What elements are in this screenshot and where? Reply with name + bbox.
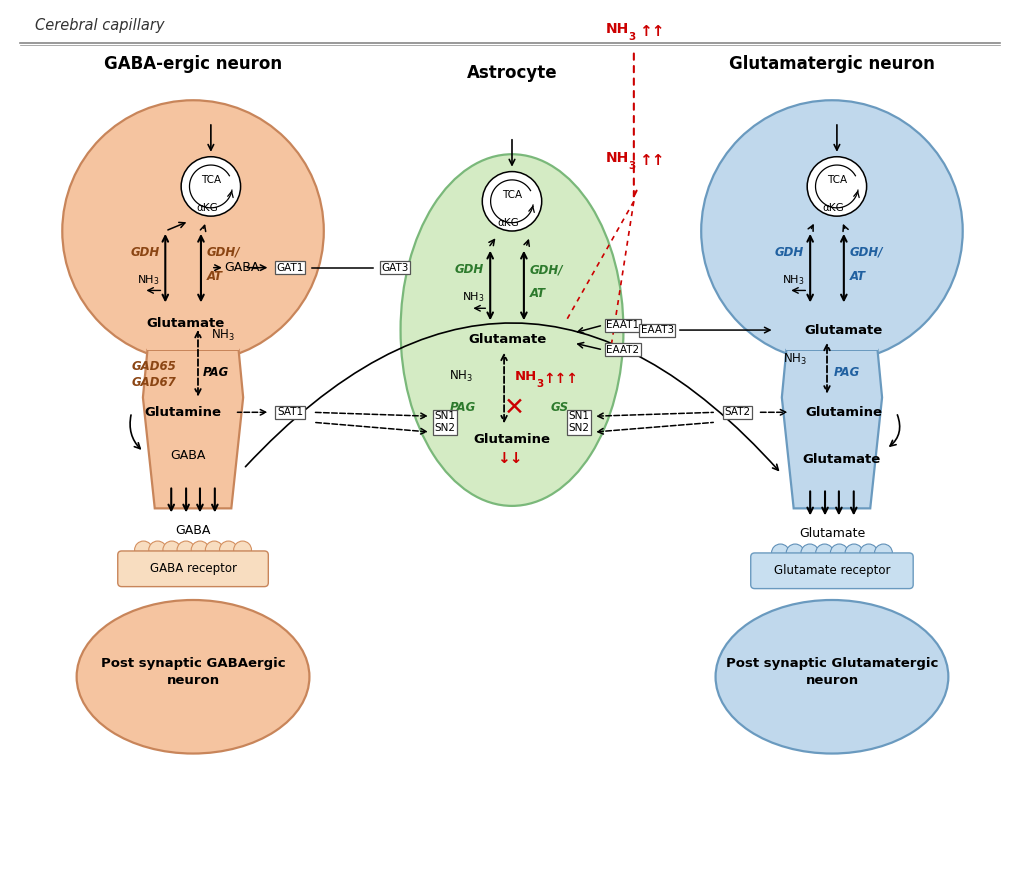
Circle shape <box>845 544 863 562</box>
Text: TCA: TCA <box>201 176 221 186</box>
Circle shape <box>134 541 153 559</box>
Text: TCA: TCA <box>826 176 847 186</box>
Text: Glutamate: Glutamate <box>805 324 883 337</box>
Text: 3: 3 <box>628 32 635 42</box>
Text: PAG: PAG <box>834 366 860 379</box>
Text: NH$_3$: NH$_3$ <box>462 291 484 304</box>
Text: Glutamate receptor: Glutamate receptor <box>774 564 890 577</box>
Text: Glutamate: Glutamate <box>799 527 865 539</box>
Ellipse shape <box>716 600 948 753</box>
Text: ↑↑↑: ↑↑↑ <box>544 371 579 385</box>
Circle shape <box>233 541 252 559</box>
Circle shape <box>786 544 804 562</box>
Circle shape <box>206 541 223 559</box>
Text: GDH: GDH <box>130 246 160 259</box>
Text: GAT1: GAT1 <box>276 263 304 272</box>
Text: αKG: αKG <box>498 218 519 228</box>
Ellipse shape <box>77 600 309 753</box>
Text: Post synaptic Glutamatergic
neuron: Post synaptic Glutamatergic neuron <box>726 657 938 687</box>
Polygon shape <box>782 350 882 508</box>
Text: Glutamatergic neuron: Glutamatergic neuron <box>729 55 935 72</box>
Text: SN1
SN2: SN1 SN2 <box>569 411 590 433</box>
Text: NH$_3$: NH$_3$ <box>783 352 807 367</box>
Polygon shape <box>786 345 878 350</box>
Text: ✕: ✕ <box>504 395 524 419</box>
Text: SN1
SN2: SN1 SN2 <box>434 411 455 433</box>
Text: PAG: PAG <box>450 400 475 414</box>
Text: SAT2: SAT2 <box>725 408 751 417</box>
Circle shape <box>482 171 542 231</box>
Text: NH$_3$: NH$_3$ <box>136 273 160 287</box>
Text: Glutamate: Glutamate <box>468 333 546 347</box>
Text: SAT1: SAT1 <box>278 408 303 417</box>
Text: GDH/: GDH/ <box>850 246 884 259</box>
Text: αKG: αKG <box>196 203 218 213</box>
Circle shape <box>177 541 195 559</box>
FancyBboxPatch shape <box>118 551 268 587</box>
Circle shape <box>874 544 892 562</box>
Circle shape <box>701 100 963 362</box>
Text: Glutamine: Glutamine <box>805 406 883 419</box>
Text: ↓↓: ↓↓ <box>498 452 523 467</box>
Text: NH$_3$: NH$_3$ <box>449 370 472 385</box>
Circle shape <box>148 541 167 559</box>
Text: EAAT2: EAAT2 <box>606 345 640 354</box>
Text: 3: 3 <box>628 161 635 171</box>
Text: GDH/: GDH/ <box>529 263 563 276</box>
Circle shape <box>163 541 180 559</box>
Text: EAAT1: EAAT1 <box>606 320 640 330</box>
Text: AT: AT <box>529 287 546 300</box>
Text: GABA: GABA <box>224 261 260 274</box>
Text: Glutamine: Glutamine <box>473 432 551 446</box>
Text: AT: AT <box>207 270 223 283</box>
Circle shape <box>191 541 209 559</box>
Circle shape <box>816 544 834 562</box>
Circle shape <box>807 156 866 217</box>
Text: NH$_3$: NH$_3$ <box>211 328 234 343</box>
Text: ↑↑: ↑↑ <box>639 153 665 168</box>
Text: GAT3: GAT3 <box>381 263 409 272</box>
Text: 3: 3 <box>537 378 544 389</box>
FancyBboxPatch shape <box>751 553 913 589</box>
Polygon shape <box>147 345 239 350</box>
Text: NH: NH <box>606 22 630 36</box>
Text: GABA: GABA <box>170 449 206 462</box>
Circle shape <box>801 544 819 562</box>
Text: GABA receptor: GABA receptor <box>150 562 237 575</box>
Polygon shape <box>143 350 243 508</box>
Text: ↑↑: ↑↑ <box>639 24 665 39</box>
Text: GDH: GDH <box>775 246 804 259</box>
Text: TCA: TCA <box>502 190 522 201</box>
Text: GS: GS <box>551 400 568 414</box>
Text: GAD65
GAD67: GAD65 GAD67 <box>132 360 176 389</box>
Circle shape <box>771 544 790 562</box>
Text: Glutamine: Glutamine <box>144 406 221 419</box>
Text: GDH/: GDH/ <box>207 246 241 259</box>
Circle shape <box>830 544 848 562</box>
Circle shape <box>181 156 241 217</box>
Text: NH: NH <box>606 150 630 164</box>
Circle shape <box>219 541 238 559</box>
Circle shape <box>860 544 878 562</box>
Text: Post synaptic GABAergic
neuron: Post synaptic GABAergic neuron <box>100 657 286 687</box>
Text: EAAT3: EAAT3 <box>641 325 674 335</box>
Text: Cerebral capillary: Cerebral capillary <box>35 18 164 33</box>
Text: GABA: GABA <box>175 523 211 537</box>
Text: GABA-ergic neuron: GABA-ergic neuron <box>104 55 282 72</box>
Text: Glutamate: Glutamate <box>803 453 881 467</box>
Text: Glutamate: Glutamate <box>146 316 224 330</box>
Text: Astrocyte: Astrocyte <box>467 65 557 82</box>
Circle shape <box>62 100 324 362</box>
Text: NH$_3$: NH$_3$ <box>781 273 804 287</box>
Text: AT: AT <box>850 270 865 283</box>
Text: NH: NH <box>515 370 538 383</box>
Ellipse shape <box>400 154 624 506</box>
Text: PAG: PAG <box>203 366 229 379</box>
Text: αKG: αKG <box>822 203 844 213</box>
Text: GDH: GDH <box>455 263 484 276</box>
